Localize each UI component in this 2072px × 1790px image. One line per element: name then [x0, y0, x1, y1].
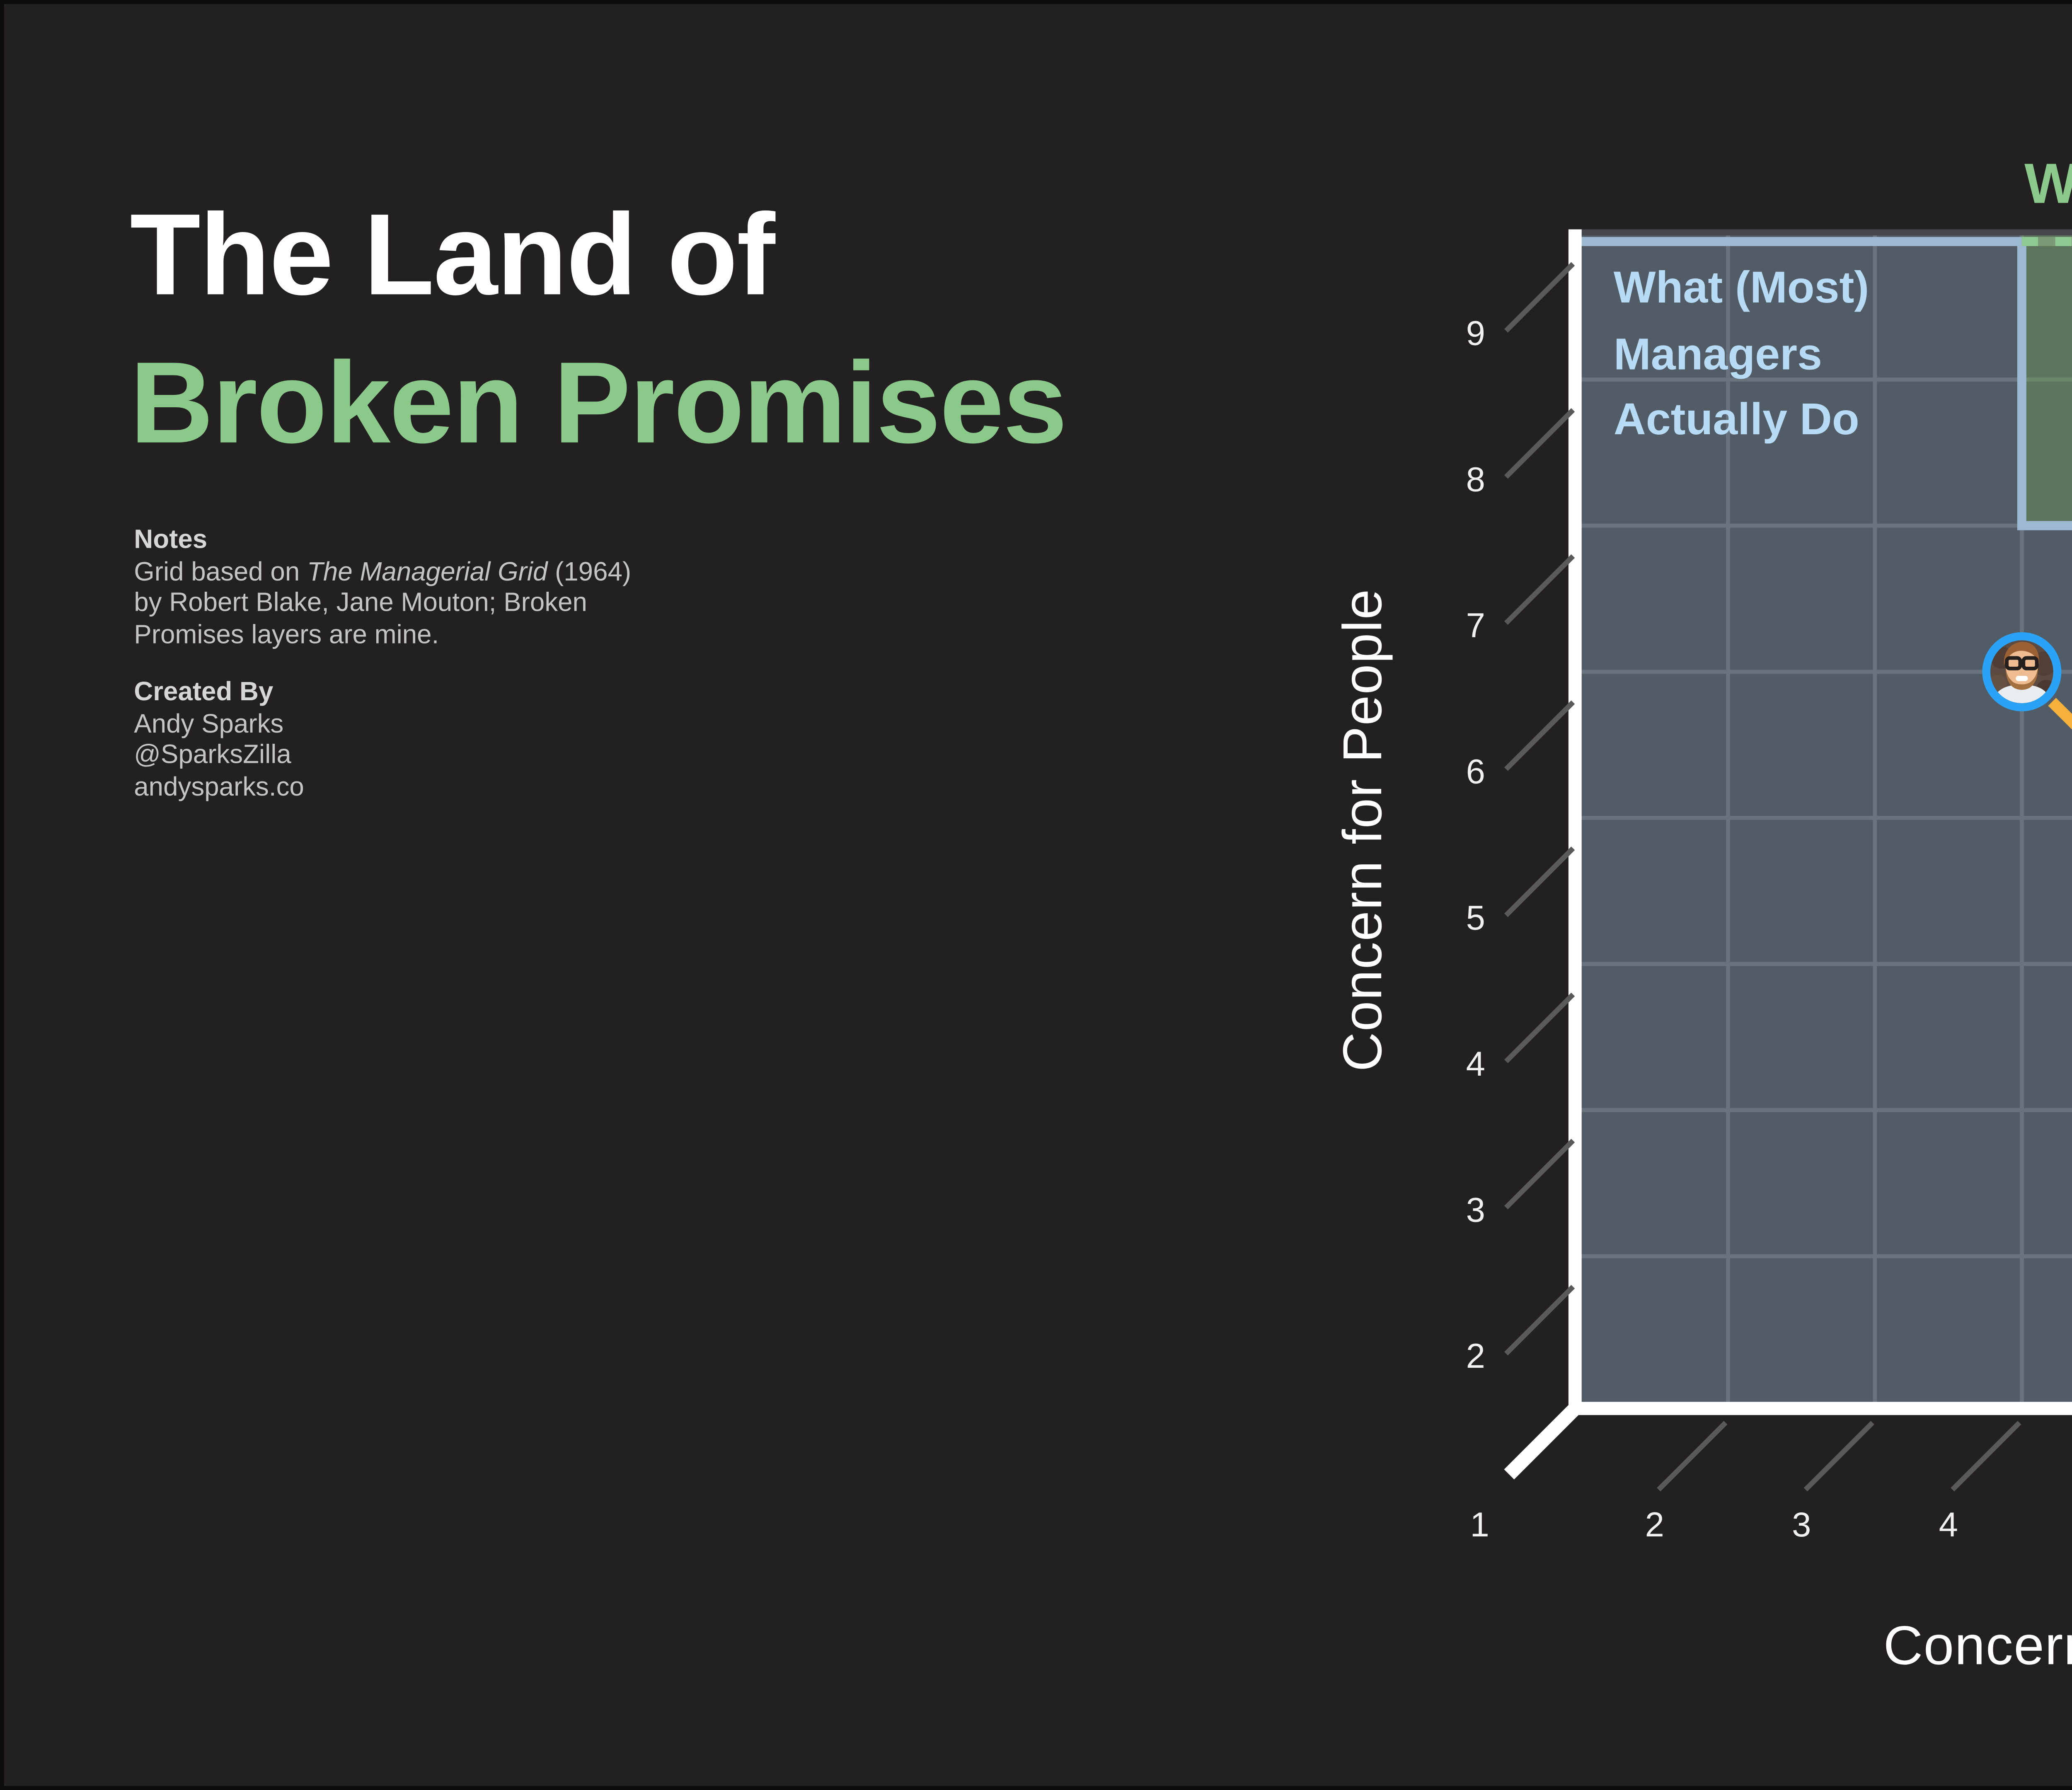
notes-line1-suffix: (1964) [547, 555, 632, 586]
region-actual-label-line1: What (Most) [1613, 261, 1869, 313]
arrow-shaft [2048, 698, 2072, 730]
region-actual-label-line3: Actually Do [1613, 394, 1859, 445]
y-tick-slash [1504, 1284, 1575, 1356]
y-tick-slash [1504, 1139, 1575, 1209]
author-twitter-handle: @SparksZilla [134, 738, 291, 769]
x-tick-slash [1657, 1421, 1728, 1492]
x-tick-slash [1951, 1421, 2021, 1492]
notes-line-3: Promises layers are mine. [134, 618, 439, 648]
notes-line1-book-title: The Managerial Grid [307, 555, 548, 586]
y-tick-slash [1504, 992, 1575, 1063]
axis-origin-corner-slash [1504, 1402, 1581, 1480]
page-title-line2: Broken Promises [130, 339, 1067, 469]
x-axis-tick-label: 2 [1645, 1505, 1664, 1544]
x-axis-tick-label: 3 [1792, 1505, 1811, 1544]
y-tick-slash [1504, 262, 1575, 333]
region-actual-label: What (Most) Managers Actually Do [1614, 256, 1869, 454]
page-title: The Land of Broken Promises [130, 183, 1067, 479]
x-axis-title: Concern for Production [1883, 1615, 2072, 1676]
chart-title-promise-region: What Managers Promise [2024, 152, 2072, 217]
y-tick-slash [1504, 554, 1575, 625]
y-axis-tick-label: 8 [1466, 460, 1485, 498]
y-axis-tick-label: 7 [1466, 606, 1485, 645]
data-point-manager-start [1982, 632, 2062, 711]
axis-tick-label-origin: 1 [1470, 1505, 1489, 1544]
y-axis-title: Concern for People [1332, 588, 1394, 1072]
notes-block: Notes Grid based on The Managerial Grid … [134, 524, 702, 650]
notes-line-2: by Robert Blake, Jane Mouton; Broken [134, 586, 587, 617]
y-axis-tick-label: 6 [1466, 752, 1485, 791]
region-actual-label-line2: Managers [1613, 328, 1822, 379]
x-tick-slash [1803, 1421, 1875, 1492]
y-tick-slash [1504, 847, 1575, 917]
author-name: Andy Sparks [134, 707, 284, 738]
notes-line-1: Grid based on The Managerial Grid (1964) [134, 555, 702, 587]
y-axis-tick-label: 9 [1466, 314, 1485, 353]
notes-line1-prefix: Grid based on [134, 555, 307, 586]
avatar-ring [1982, 632, 2062, 711]
y-axis-tick-label: 4 [1466, 1045, 1485, 1083]
y-axis-tick-label: 3 [1466, 1191, 1485, 1229]
created-by-heading: Created By [134, 676, 274, 706]
y-tick-slash [1504, 700, 1575, 771]
y-axis-tick-label: 5 [1466, 898, 1485, 937]
y-axis-tick-label: 2 [1466, 1337, 1485, 1375]
notes-heading: Notes [134, 523, 208, 554]
created-by-block: Created By Andy Sparks @SparksZilla andy… [134, 676, 702, 802]
page-title-line1: The Land of [130, 191, 775, 321]
y-tick-slash [1504, 408, 1575, 479]
x-axis-tick-label: 4 [1939, 1505, 1958, 1544]
author-website: andysparks.co [134, 770, 304, 801]
